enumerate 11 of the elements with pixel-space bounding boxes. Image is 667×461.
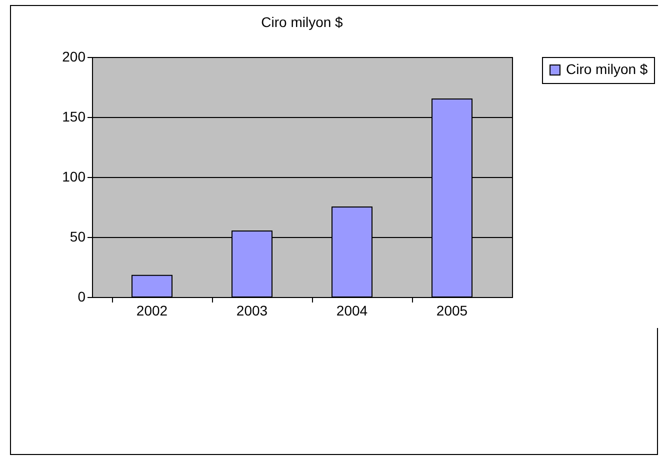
- chart-title: Ciro milyon $: [261, 14, 344, 30]
- x-tick-label: 2002: [136, 302, 168, 318]
- y-tick-label: 0: [78, 288, 86, 304]
- x-tick-label: 2003: [236, 302, 268, 318]
- x-tick-label: 2004: [336, 302, 368, 318]
- legend-label: Ciro milyon $: [566, 61, 648, 77]
- y-tick-label: 150: [62, 108, 86, 124]
- y-tick-label: 100: [62, 168, 86, 184]
- y-tick-label: 200: [62, 48, 86, 64]
- x-tick-label: 2005: [436, 302, 468, 318]
- y-tick-label: 50: [70, 228, 86, 244]
